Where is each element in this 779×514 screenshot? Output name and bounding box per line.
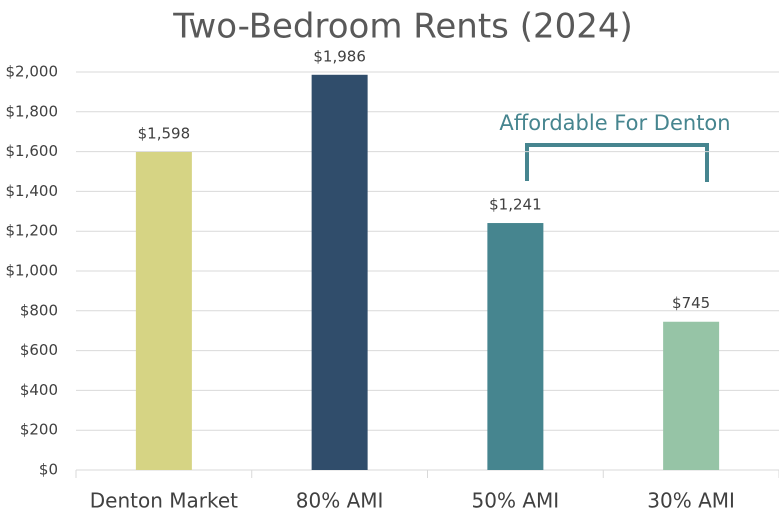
chart-title: Two-Bedroom Rents (2024) <box>172 7 633 47</box>
bar <box>663 321 720 470</box>
bar <box>135 151 192 471</box>
y-tick-label: $1,600 <box>6 142 59 160</box>
bar <box>487 223 544 470</box>
y-tick-label: $1,200 <box>6 222 59 240</box>
y-tick-label: $1,400 <box>6 182 59 200</box>
x-tick-label: 30% AMI <box>647 489 735 513</box>
data-label: $1,241 <box>489 196 542 214</box>
y-tick-label: $0 <box>39 461 58 479</box>
x-tick-label: 50% AMI <box>472 489 560 513</box>
y-tick-label: $2,000 <box>6 63 59 81</box>
x-tick-label: 80% AMI <box>296 489 384 513</box>
y-tick-label: $600 <box>20 341 58 359</box>
bar <box>311 74 368 470</box>
data-label: $1,598 <box>138 124 191 142</box>
data-label: $745 <box>672 294 710 312</box>
x-tick-label: Denton Market <box>90 489 238 513</box>
annotation-bracket <box>525 143 709 182</box>
y-tick-label: $400 <box>20 381 58 399</box>
y-tick-label: $1,800 <box>6 102 59 120</box>
data-label: $1,986 <box>313 47 366 65</box>
annotation: Affordable For Denton <box>499 111 730 135</box>
y-tick-label: $800 <box>20 301 58 319</box>
y-tick-label: $1,000 <box>6 262 59 280</box>
y-tick-label: $200 <box>20 421 58 439</box>
